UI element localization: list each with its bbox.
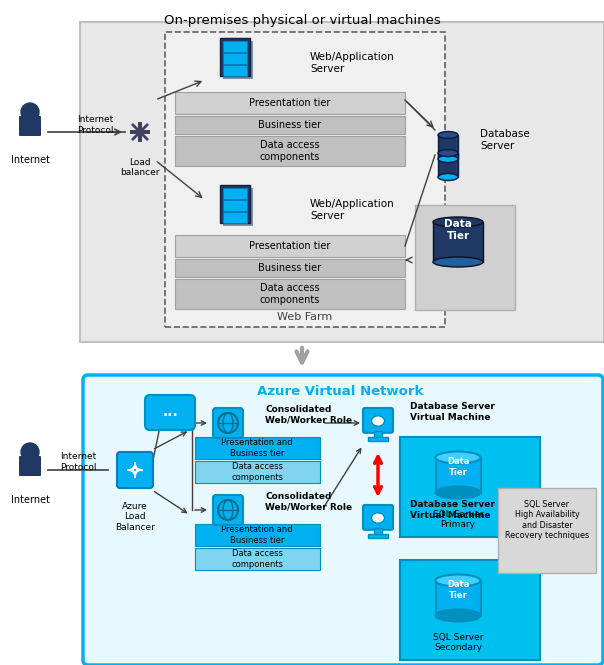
Bar [368, 534, 388, 538]
Bar [400, 560, 540, 660]
Bar [175, 235, 405, 257]
Bar [400, 437, 540, 537]
Ellipse shape [435, 452, 481, 464]
Ellipse shape [438, 156, 458, 162]
Text: SQL Server
Primary: SQL Server Primary [432, 510, 483, 529]
Ellipse shape [438, 150, 458, 156]
Text: Presentation and
Business tier: Presentation and Business tier [221, 438, 293, 458]
Bar [223, 41, 247, 52]
Text: Presentation tier: Presentation tier [249, 241, 330, 251]
FancyBboxPatch shape [213, 495, 243, 525]
FancyBboxPatch shape [19, 456, 41, 476]
Circle shape [21, 443, 39, 461]
Text: SQL Server
Secondary: SQL Server Secondary [432, 633, 483, 652]
Bar [435, 458, 481, 493]
Bar [175, 279, 405, 309]
Text: Internet
Protocol: Internet Protocol [60, 452, 96, 471]
Bar [195, 524, 320, 546]
Text: Business tier: Business tier [259, 120, 321, 130]
Ellipse shape [433, 257, 483, 267]
Bar [130, 130, 150, 134]
Bar [80, 22, 604, 342]
Bar [223, 200, 247, 211]
Bar [195, 461, 320, 483]
Text: Database Server
Virtual Machine: Database Server Virtual Machine [410, 500, 495, 520]
Bar [220, 185, 250, 223]
Bar [195, 548, 320, 570]
Bar [165, 32, 445, 327]
Bar [498, 488, 596, 573]
Text: Azure
Load
Balancer: Azure Load Balancer [115, 502, 155, 532]
FancyBboxPatch shape [83, 375, 603, 665]
Text: Azure Virtual Network: Azure Virtual Network [257, 385, 423, 398]
Ellipse shape [438, 132, 458, 138]
Text: Database Server
Virtual Machine: Database Server Virtual Machine [410, 402, 495, 422]
Bar [438, 135, 458, 159]
Text: Consolidated
Web/Worker Role: Consolidated Web/Worker Role [265, 405, 352, 425]
Text: Data access
components: Data access components [260, 140, 320, 162]
Bar [433, 222, 483, 262]
Text: Data access
components: Data access components [231, 549, 283, 569]
Ellipse shape [371, 416, 385, 426]
Bar [175, 136, 405, 166]
Text: Consolidated
Web/Worker Role: Consolidated Web/Worker Role [265, 492, 352, 511]
Text: Presentation tier: Presentation tier [249, 98, 330, 108]
Bar [223, 211, 247, 223]
Bar [220, 38, 250, 76]
Text: Data
Tier: Data Tier [447, 581, 469, 600]
Bar [374, 431, 382, 439]
Text: Web/Application
Server: Web/Application Server [310, 52, 395, 74]
Bar [195, 437, 320, 459]
FancyBboxPatch shape [363, 505, 393, 530]
Text: Internet
Protocol: Internet Protocol [77, 115, 114, 135]
Bar [223, 188, 247, 199]
Bar [415, 205, 515, 310]
Bar [374, 528, 382, 536]
Circle shape [21, 103, 39, 121]
Bar [175, 92, 405, 114]
Text: Business tier: Business tier [259, 263, 321, 273]
Text: Internet: Internet [10, 155, 50, 165]
Bar [223, 188, 253, 226]
Text: Presentation and
Business tier: Presentation and Business tier [221, 525, 293, 545]
Text: Internet: Internet [10, 495, 50, 505]
Text: On-premises physical or virtual machines: On-premises physical or virtual machines [164, 14, 440, 27]
Text: Data access
components: Data access components [231, 462, 283, 481]
Ellipse shape [435, 610, 481, 622]
Ellipse shape [371, 513, 385, 523]
FancyBboxPatch shape [19, 116, 41, 136]
Text: ...: ... [162, 405, 178, 419]
Text: Web/Application
Server: Web/Application Server [310, 199, 395, 221]
Text: Data access
components: Data access components [260, 283, 320, 305]
Text: Database
Server: Database Server [480, 129, 530, 151]
Ellipse shape [433, 217, 483, 227]
Text: Load
balancer: Load balancer [120, 158, 159, 178]
Bar [175, 259, 405, 277]
Text: Data
Tier: Data Tier [444, 219, 472, 241]
Ellipse shape [435, 487, 481, 499]
Text: Web Farm: Web Farm [277, 312, 333, 322]
Bar [223, 65, 247, 76]
Bar [175, 116, 405, 134]
Bar [138, 122, 142, 142]
Bar [223, 53, 247, 64]
Bar [223, 41, 253, 79]
Text: SQL Server
High Availability
and Disaster
Recovery techniques: SQL Server High Availability and Disaste… [505, 500, 589, 540]
Bar [368, 437, 388, 441]
Ellipse shape [435, 575, 481, 587]
FancyBboxPatch shape [213, 408, 243, 438]
Text: Data
Tier: Data Tier [447, 458, 469, 477]
Ellipse shape [438, 174, 458, 180]
Bar [435, 581, 481, 616]
FancyBboxPatch shape [363, 408, 393, 433]
FancyBboxPatch shape [117, 452, 153, 488]
Bar [438, 153, 458, 177]
FancyBboxPatch shape [145, 395, 195, 430]
